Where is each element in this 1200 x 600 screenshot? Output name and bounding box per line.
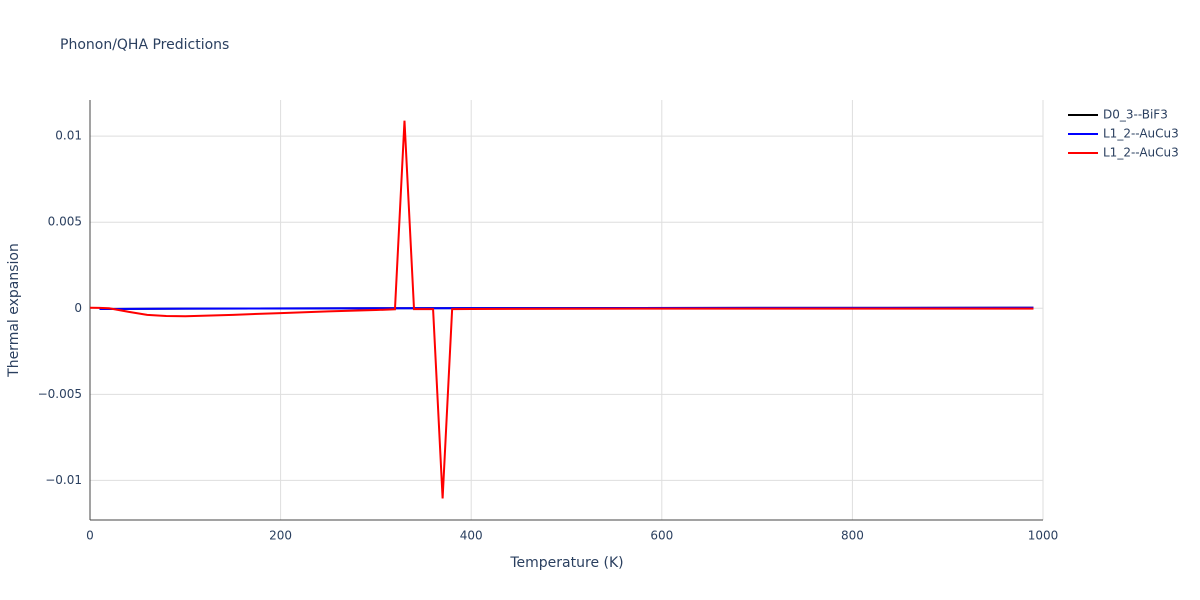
y-axis-title: Thermal expansion — [6, 243, 22, 378]
series-line — [89, 120, 1034, 499]
x-tick-label: 400 — [460, 529, 483, 543]
y-tick-label: 0.01 — [55, 129, 82, 143]
x-tick-label: 600 — [650, 529, 673, 543]
x-tick-label: 0 — [86, 529, 94, 543]
chart-title: Phonon/QHA Predictions — [60, 37, 229, 53]
legend-label: D0_3--BiF3 — [1103, 108, 1168, 122]
x-tick-label: 1000 — [1028, 529, 1059, 543]
y-tick-label: 0.005 — [48, 215, 82, 229]
legend-label: L1_2--AuCu3 — [1103, 127, 1179, 141]
legend-label: L1_2--AuCu3 — [1103, 146, 1179, 160]
y-tick-label: −0.01 — [45, 473, 82, 487]
y-tick-label: 0 — [74, 301, 82, 315]
x-tick-label: 800 — [841, 529, 864, 543]
x-tick-label: 200 — [269, 529, 292, 543]
y-tick-label: −0.005 — [38, 387, 82, 401]
x-axis-title: Temperature (K) — [509, 555, 623, 571]
